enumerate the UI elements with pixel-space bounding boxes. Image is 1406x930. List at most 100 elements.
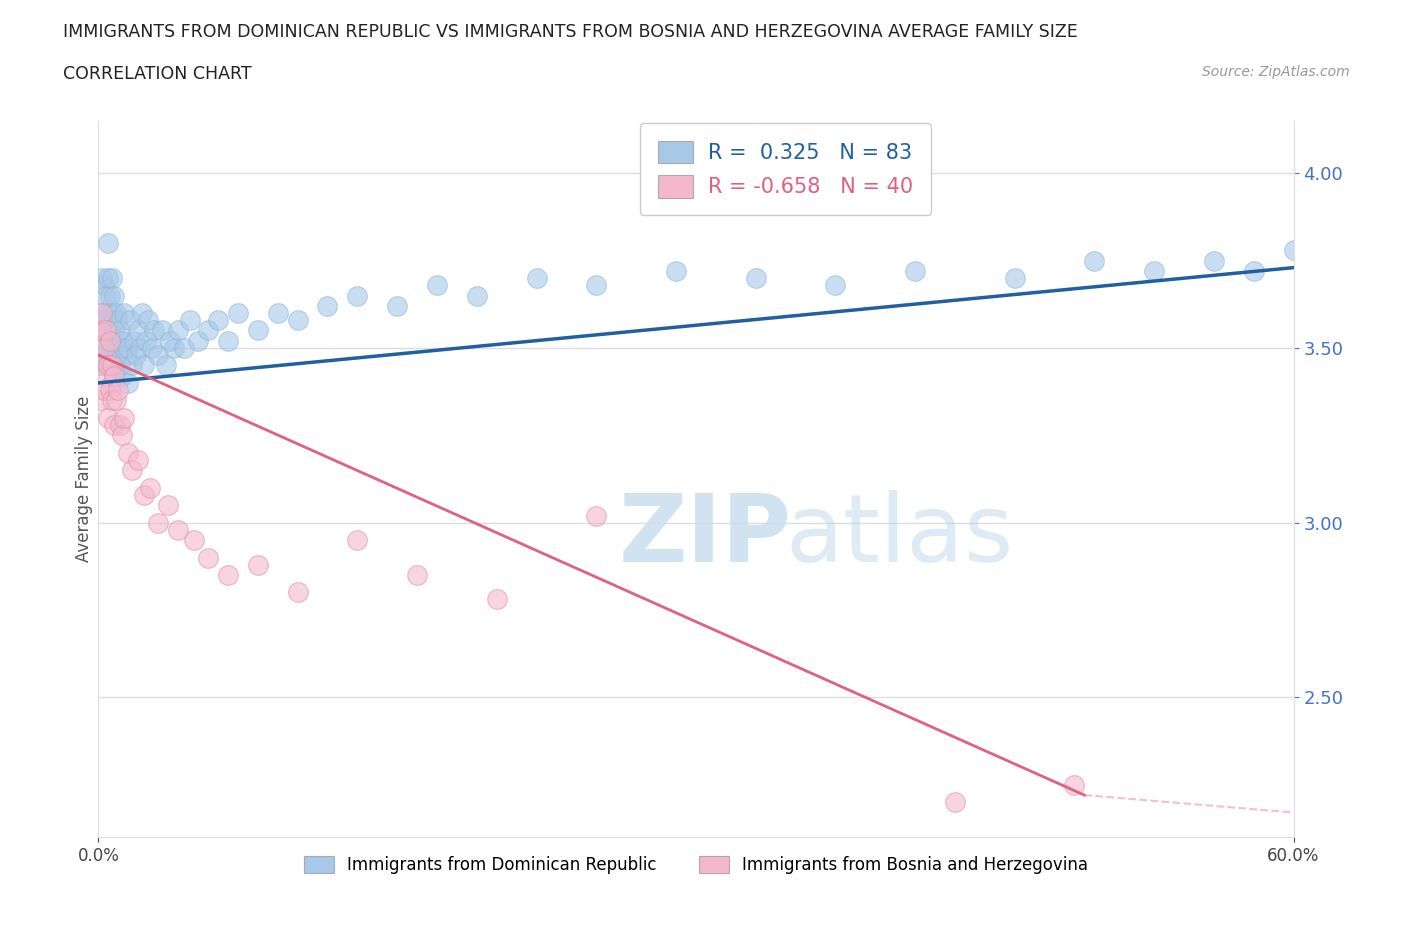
Point xyxy=(111,428,134,443)
Point xyxy=(103,358,125,373)
Point xyxy=(1202,253,1225,268)
Point xyxy=(217,567,239,582)
Point xyxy=(91,271,114,286)
Point xyxy=(103,288,125,303)
Point xyxy=(346,533,368,548)
Point xyxy=(217,334,239,349)
Point xyxy=(97,340,120,355)
Point xyxy=(93,312,115,327)
Point xyxy=(134,358,156,373)
Point xyxy=(745,271,768,286)
Point xyxy=(124,334,146,349)
Point xyxy=(163,340,186,355)
Point xyxy=(110,418,132,432)
Point xyxy=(111,334,134,349)
Point xyxy=(267,306,290,321)
Point xyxy=(287,585,309,600)
Point xyxy=(96,358,118,373)
Point xyxy=(97,410,120,425)
Point xyxy=(112,410,135,425)
Point xyxy=(316,299,339,313)
Point xyxy=(136,312,159,327)
Point xyxy=(98,323,122,338)
Point xyxy=(125,348,148,363)
Point xyxy=(93,340,115,355)
Point xyxy=(141,340,163,355)
Point xyxy=(120,312,142,327)
Point xyxy=(91,340,114,355)
Point xyxy=(465,288,488,303)
Point xyxy=(139,480,162,495)
Point xyxy=(97,271,120,286)
Point xyxy=(107,348,129,363)
Point xyxy=(93,348,115,363)
Point xyxy=(148,515,170,530)
Point xyxy=(155,358,177,373)
Text: Source: ZipAtlas.com: Source: ZipAtlas.com xyxy=(1202,65,1350,79)
Point xyxy=(187,334,209,349)
Point xyxy=(101,271,124,286)
Point xyxy=(105,392,128,407)
Point xyxy=(101,340,124,355)
Point xyxy=(167,522,190,537)
Text: CORRELATION CHART: CORRELATION CHART xyxy=(63,65,252,83)
Point xyxy=(1083,253,1105,268)
Point xyxy=(127,452,149,467)
Point xyxy=(197,551,219,565)
Point xyxy=(89,323,111,338)
Point xyxy=(101,392,124,407)
Point xyxy=(246,557,269,572)
Point xyxy=(91,306,114,321)
Point xyxy=(107,312,129,327)
Point xyxy=(93,382,115,397)
Point xyxy=(287,312,309,327)
Point xyxy=(485,592,508,607)
Point xyxy=(183,533,205,548)
Text: IMMIGRANTS FROM DOMINICAN REPUBLIC VS IMMIGRANTS FROM BOSNIA AND HERZEGOVINA AVE: IMMIGRANTS FROM DOMINICAN REPUBLIC VS IM… xyxy=(63,23,1078,41)
Text: ZIP: ZIP xyxy=(619,490,792,582)
Point xyxy=(97,358,120,373)
Point xyxy=(148,348,170,363)
Point xyxy=(117,445,139,460)
Legend: Immigrants from Dominican Republic, Immigrants from Bosnia and Herzegovina: Immigrants from Dominican Republic, Immi… xyxy=(295,847,1097,883)
Point xyxy=(107,382,129,397)
Point xyxy=(111,368,134,383)
Point xyxy=(585,278,607,293)
Point xyxy=(93,278,115,293)
Point xyxy=(121,463,143,478)
Point xyxy=(143,323,166,338)
Point xyxy=(115,348,138,363)
Point xyxy=(98,334,122,349)
Point xyxy=(406,567,429,582)
Point xyxy=(121,358,143,373)
Point xyxy=(943,794,966,809)
Point xyxy=(226,306,249,321)
Point xyxy=(110,358,132,373)
Point xyxy=(127,323,149,338)
Point xyxy=(157,498,180,512)
Point xyxy=(101,358,124,373)
Point xyxy=(426,278,449,293)
Point xyxy=(96,323,118,338)
Point xyxy=(89,392,111,407)
Point xyxy=(91,358,114,373)
Point xyxy=(96,288,118,303)
Point xyxy=(112,306,135,321)
Point xyxy=(129,340,152,355)
Point xyxy=(346,288,368,303)
Point xyxy=(97,306,120,321)
Point xyxy=(179,312,201,327)
Point xyxy=(1063,777,1085,792)
Point xyxy=(131,306,153,321)
Point xyxy=(904,264,927,279)
Point xyxy=(197,323,219,338)
Point xyxy=(89,323,111,338)
Point xyxy=(167,323,190,338)
Point xyxy=(110,323,132,338)
Point xyxy=(97,235,120,250)
Point xyxy=(105,306,128,321)
Point xyxy=(103,418,125,432)
Point xyxy=(89,358,111,373)
Point xyxy=(150,323,173,338)
Point xyxy=(385,299,409,313)
